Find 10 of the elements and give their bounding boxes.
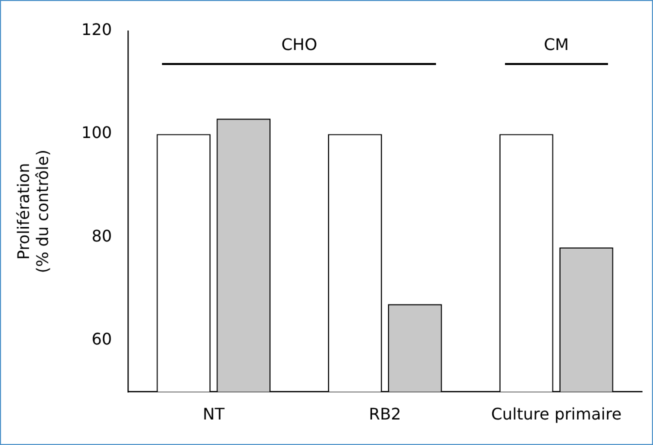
- y-tick-label: 120: [81, 20, 112, 40]
- y-tick-label: 60: [92, 329, 112, 348]
- y-tick-label: 100: [81, 123, 112, 142]
- x-tick-label: NT: [202, 404, 225, 424]
- x-tick-label: Culture primaire: [491, 404, 622, 424]
- group-bracket: CHO: [162, 35, 436, 65]
- y-tick-label: 80: [92, 226, 112, 246]
- y-axis-title: Prolifération (% du contrôle): [14, 150, 52, 274]
- group-bracket: CM: [504, 35, 608, 65]
- x-tick-label: RB2: [368, 404, 402, 424]
